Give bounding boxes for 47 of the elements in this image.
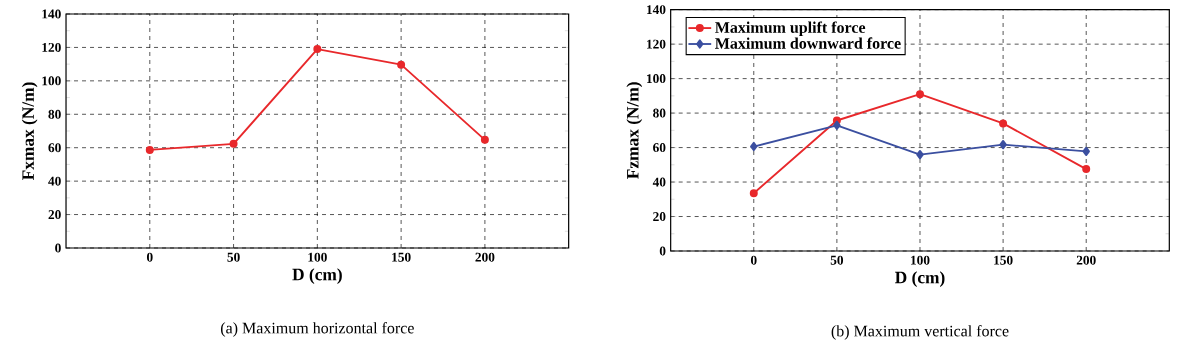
y-tick-label: 120 bbox=[42, 42, 61, 52]
y-axis-title: Fzmax (N/m) bbox=[626, 82, 643, 179]
y-tick-label: 100 bbox=[42, 76, 61, 86]
y-tick-label: 100 bbox=[647, 74, 666, 84]
point bbox=[915, 90, 924, 99]
point bbox=[313, 45, 322, 54]
point bbox=[833, 120, 841, 130]
legend-label: Maximum uplift force bbox=[715, 21, 866, 37]
point bbox=[397, 60, 406, 69]
point bbox=[1082, 165, 1091, 174]
point bbox=[916, 149, 924, 160]
y-tick-label: 140 bbox=[647, 5, 666, 15]
x-axis-title: D (cm) bbox=[895, 271, 945, 287]
x-axis-title: D (cm) bbox=[292, 268, 342, 284]
y-tick-label: 140 bbox=[42, 9, 61, 19]
x-tick-label: 100 bbox=[308, 252, 327, 262]
y-tick-label: 60 bbox=[653, 143, 666, 153]
x-tick-label: 0 bbox=[146, 252, 153, 262]
x-tick-label: 150 bbox=[994, 255, 1013, 265]
x-tick-label: 150 bbox=[392, 252, 411, 262]
y-tick-label: 0 bbox=[55, 243, 61, 253]
x-tick-label: 200 bbox=[475, 252, 495, 262]
text: (b) Maximum vertical force bbox=[831, 325, 1009, 340]
x-tick-label: 50 bbox=[227, 252, 240, 262]
point bbox=[999, 119, 1008, 128]
point bbox=[999, 139, 1007, 150]
y-tick-label: 40 bbox=[652, 177, 666, 187]
point bbox=[750, 141, 758, 152]
x-tick-label: 100 bbox=[911, 255, 930, 265]
y-tick-label: 80 bbox=[653, 108, 666, 118]
point bbox=[749, 189, 758, 198]
y-tick-label: 120 bbox=[647, 39, 666, 49]
y-tick-label: 40 bbox=[48, 176, 61, 186]
y-axis-title: Fxmax (N/m) bbox=[21, 82, 38, 181]
y-tick-label: 20 bbox=[653, 212, 666, 222]
x-tick-label: 0 bbox=[750, 255, 757, 265]
point bbox=[480, 135, 489, 144]
y-tick-label: 80 bbox=[48, 109, 61, 119]
y-tick-label: 60 bbox=[48, 143, 61, 153]
x-tick-label: 50 bbox=[830, 255, 844, 265]
point bbox=[229, 139, 238, 148]
x-tick-label: 200 bbox=[1076, 255, 1096, 265]
point bbox=[1082, 146, 1090, 157]
text: (a) Maximum horizontal force bbox=[220, 322, 414, 337]
point bbox=[145, 145, 154, 154]
legend-label: Maximum downward force bbox=[715, 37, 901, 49]
y-tick-label: 20 bbox=[48, 210, 61, 220]
